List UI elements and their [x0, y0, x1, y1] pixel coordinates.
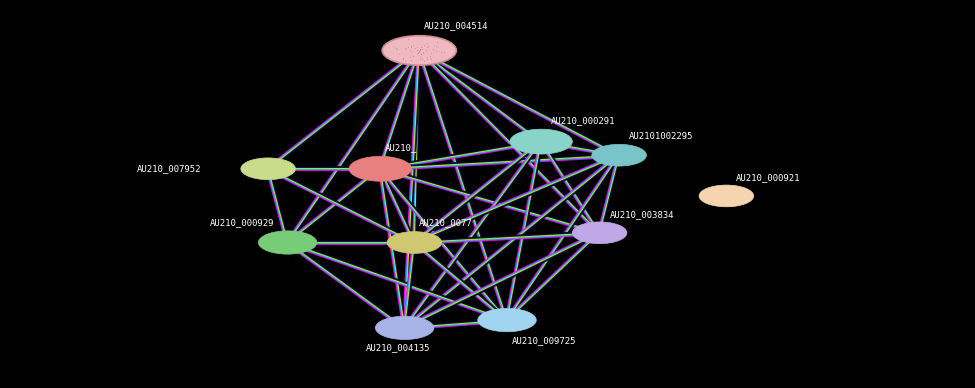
- Text: AU210_0077: AU210_0077: [419, 218, 473, 228]
- Circle shape: [478, 308, 536, 332]
- Circle shape: [592, 144, 646, 166]
- Text: AU210_000929: AU210_000929: [210, 218, 274, 227]
- Circle shape: [375, 316, 434, 340]
- Circle shape: [241, 158, 295, 180]
- Circle shape: [382, 36, 456, 65]
- Circle shape: [572, 222, 627, 244]
- Text: AU210_004135: AU210_004135: [366, 343, 430, 353]
- Text: AU210_000921: AU210_000921: [736, 173, 800, 182]
- Text: AU2101002295: AU2101002295: [629, 132, 693, 141]
- Circle shape: [387, 232, 442, 253]
- Circle shape: [258, 231, 317, 254]
- Text: AU210_007952: AU210_007952: [136, 164, 201, 173]
- Circle shape: [349, 156, 411, 181]
- Text: AU210_004514: AU210_004514: [424, 21, 488, 30]
- Text: AU210_000291: AU210_000291: [551, 116, 615, 125]
- Text: AU210_003834: AU210_003834: [609, 210, 674, 219]
- Circle shape: [699, 185, 754, 207]
- Text: AU210_: AU210_: [385, 143, 417, 152]
- Circle shape: [510, 129, 572, 154]
- Text: AU210_009725: AU210_009725: [512, 336, 576, 345]
